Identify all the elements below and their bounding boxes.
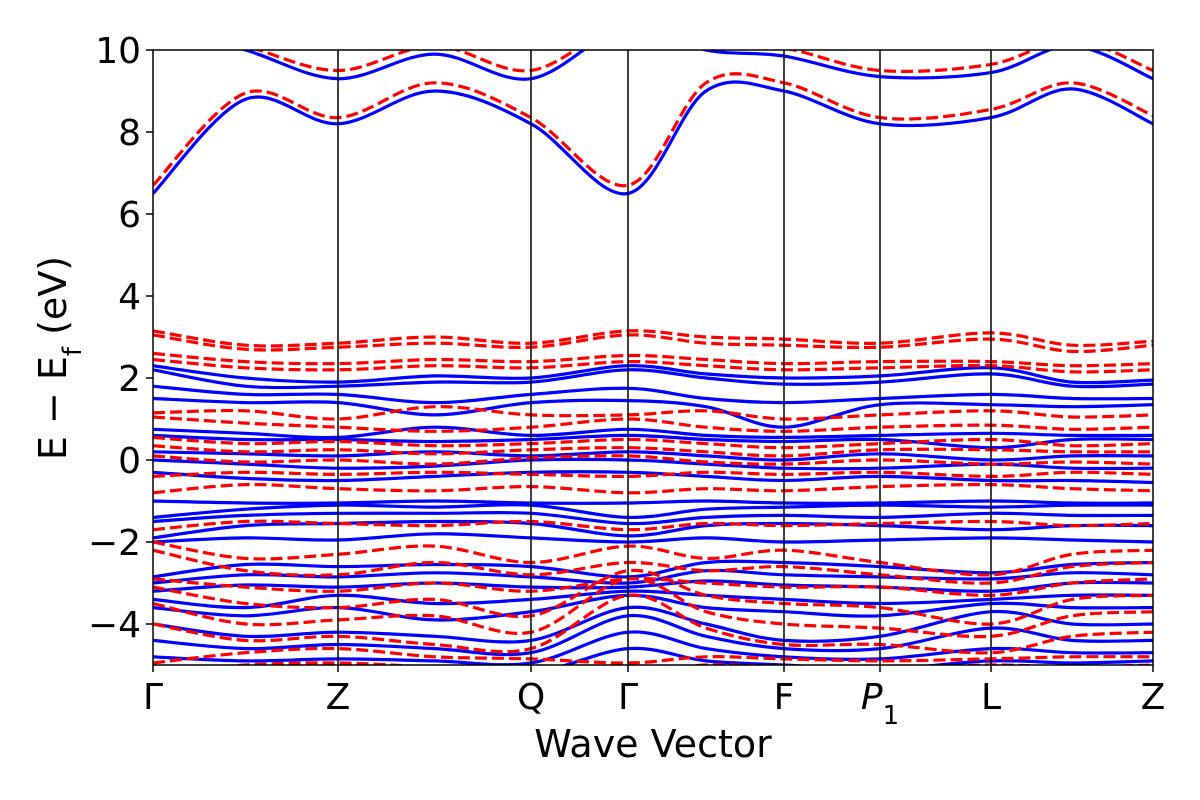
dashed-band-line-39 [153,540,1153,577]
x-tick-label-text-6: L [981,677,1001,718]
solid-band-line-11 [153,499,1153,505]
dashed-band-line-38 [153,519,1153,532]
dashed-band-line-42 [153,568,1153,626]
solid-band-line-4 [153,384,1153,405]
dashed-band-line-25 [153,72,1153,188]
dashed-band-line-37 [153,482,1153,495]
solid-band-line-1 [239,50,1153,81]
x-tick-label-3: Γ [618,677,638,718]
x-tick-label-text-0: Γ [143,677,163,718]
dashed-band-line-32 [153,415,1153,433]
high-symmetry-lines [337,50,992,665]
dashed-band-line-36 [153,470,1153,479]
x-tick-label-text-5: P [861,677,883,718]
solid-band-line-13 [153,510,1153,526]
dashed-band-line-28 [153,333,1153,354]
y-axis-label-subscript: f [58,346,88,356]
dashed-band-line-45 [153,646,1153,665]
dashed-band-line-26 [253,50,1153,73]
solid-band-line-24 [560,646,1153,665]
dashed-band-line-44 [153,593,1153,655]
dashed-band-line-31 [153,405,1153,421]
x-axis-label: Wave Vector [534,722,772,766]
y-axis-label-unit: (eV) [31,256,75,347]
dashed-band-line-35 [153,454,1153,466]
y-tick-label-0: −4 [88,605,141,646]
x-tick-label-text-3: Γ [618,677,638,718]
x-tick-label-text-4: F [774,677,795,718]
solid-band-line-3 [153,368,1153,390]
solid-band-line-9 [153,457,1153,471]
dashed-band-line-34 [153,444,1153,458]
y-axis-label: E − Ef (eV) [31,256,88,460]
dashed-band-line-46 [222,661,1153,665]
plot-frame [152,49,1154,666]
y-tick-label-3: 2 [118,359,141,400]
y-axis-ticks: −4 −2 0 2 4 6 8 10 [88,31,153,646]
solid-band-line-7 [153,433,1153,450]
solid-band-line-12 [153,503,1153,520]
y-tick-label-5: 6 [118,195,141,236]
solid-band-line-18 [153,579,1153,593]
solid-band-line-15 [153,532,1153,544]
x-tick-label-text-1: Z [326,677,351,718]
x-tick-label-subscript-5: 1 [883,701,900,731]
x-tick-label-0: Γ [143,677,163,718]
x-tick-label-7: Z [1141,677,1166,718]
dashed-band-line-43 [153,577,1153,639]
x-tick-label-4: F [774,677,795,718]
x-tick-label-text-7: Z [1141,677,1166,718]
band-lines [153,50,1153,665]
solid-band-line-21 [153,605,1153,644]
solid-band-line-23 [153,630,1153,665]
solid-band-line-17 [153,568,1153,585]
y-tick-label-1: −2 [88,523,141,564]
x-tick-label-2: Q [517,677,545,718]
y-axis-label-main: E − E [31,356,75,460]
y-tick-label-4: 4 [118,277,141,318]
x-tick-label-text-2: Q [517,677,545,718]
solid-band-line-8 [153,450,1153,462]
x-axis-ticks: Γ Z Q Γ F P1 L Z [143,665,1165,731]
y-tick-label-2: 0 [118,441,141,482]
dashed-band-line-40 [153,548,1153,585]
dashed-band-line-33 [153,435,1153,450]
dashed-band-line-30 [153,357,1153,374]
solid-band-line-22 [153,613,1153,657]
x-tick-label-5: P1 [861,677,899,731]
dashed-band-line-27 [153,329,1153,348]
solid-band-line-2 [153,364,1153,385]
solid-band-line-5 [153,396,1153,429]
y-tick-label-6: 8 [118,113,141,154]
solid-band-line-6 [153,425,1153,440]
y-tick-label-7: 10 [95,31,141,72]
dashed-band-line-29 [153,351,1153,368]
x-tick-label-6: L [981,677,1001,718]
x-tick-label-1: Z [326,677,351,718]
